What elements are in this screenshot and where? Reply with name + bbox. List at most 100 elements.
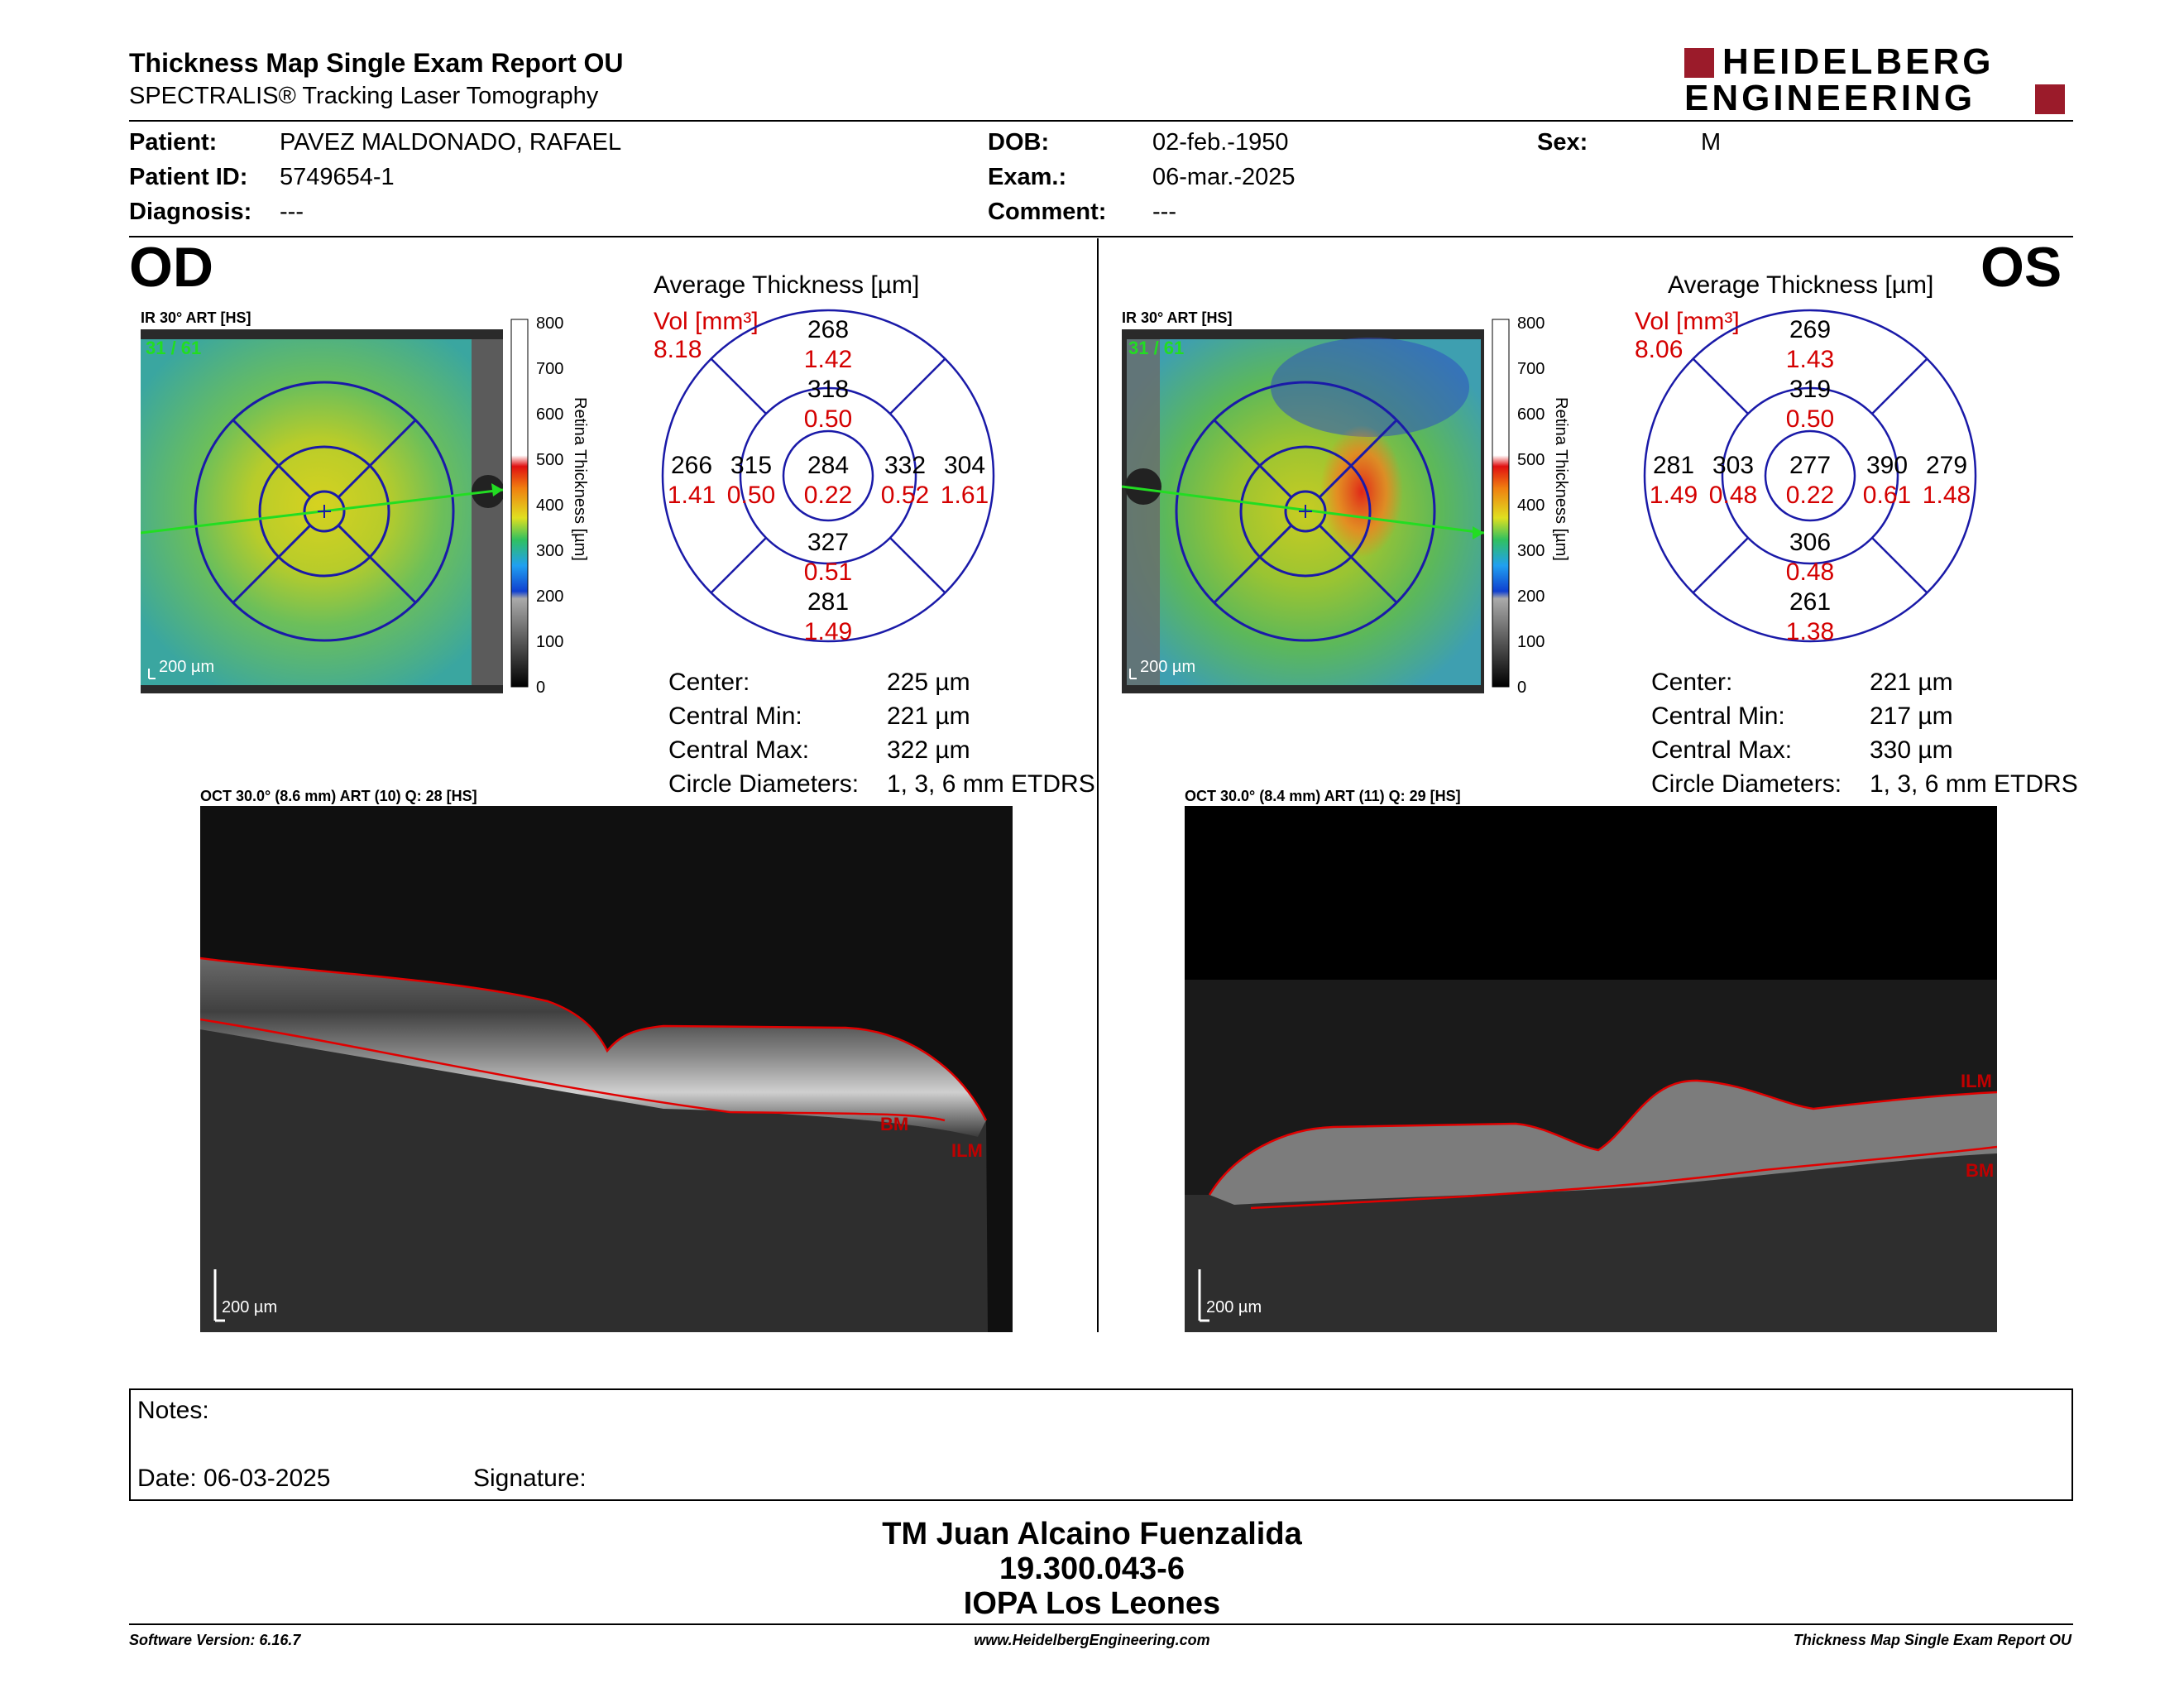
os-outer-inferior-thickness: 261 (1789, 588, 1831, 616)
os-stat-value: 221 µm (1870, 669, 1953, 696)
od-inner-nasal-thickness: 332 (884, 452, 926, 479)
os-stat-value: 330 µm (1870, 736, 1953, 764)
od-stat-label: Circle Diameters: (668, 770, 860, 798)
comment-value: --- (1152, 199, 1176, 225)
colorbar-tick: 100 (1517, 633, 1545, 651)
os-vol-label: Vol [mm³] (1635, 308, 1740, 335)
od-inner-superior-volume: 0.50 (804, 405, 852, 433)
os-inner-inferior-thickness: 306 (1789, 529, 1831, 556)
patient-id: 5749654-1 (280, 164, 395, 190)
notes-label: Notes: (137, 1397, 209, 1424)
os-frame-count: 31 / 61 (1128, 338, 1184, 358)
colorbar-tick: 700 (1517, 360, 1545, 378)
os-outer-temporal-volume: 1.49 (1650, 482, 1698, 509)
report-title: Thickness Map Single Exam Report OU (129, 48, 624, 78)
od-vol-label: Vol [mm³] (654, 308, 759, 335)
od-fundus-caption: IR 30° ART [HS] (141, 309, 251, 326)
notes-box: Notes: Date: 06-03-2025 Signature: (129, 1388, 2073, 1501)
logo-text-bottom: ENGINEERING (1684, 78, 1976, 118)
signer-clinic: IOPA Los Leones (963, 1586, 1221, 1621)
patient-id-label: Patient ID: (129, 164, 248, 190)
diagnosis-value: --- (280, 199, 304, 225)
colorbar-tick: 400 (1517, 496, 1545, 515)
od-thickness-map: 31 / 61 200 µm (140, 329, 505, 693)
center-divider (1097, 238, 1099, 1332)
os-thickness-map: 31 / 61 200 µm (1121, 329, 1485, 693)
colorbar-tick: 600 (1517, 405, 1545, 424)
od-outer-temporal-volume: 1.41 (668, 482, 716, 509)
os-eye-label: OS (1980, 236, 2062, 299)
signer-rut: 19.300.043-6 (999, 1551, 1185, 1586)
od-frame-count: 31 / 61 (146, 338, 201, 358)
footer-report-title: Thickness Map Single Exam Report OU (1793, 1632, 2071, 1648)
colorbar-tick: 100 (536, 633, 564, 651)
os-stat-label: Central Max: (1651, 736, 1793, 764)
os-total-vol: 8.06 (1635, 336, 1684, 363)
signer-name: TM Juan Alcaino Fuenzalida (882, 1517, 1302, 1551)
patient-name: PAVEZ MALDONADO, RAFAEL (280, 129, 622, 156)
os-ilm-label: ILM (1961, 1071, 1992, 1091)
os-outer-nasal-volume: 1.48 (1923, 482, 1971, 509)
colorbar-tick: 0 (1517, 679, 1527, 697)
os-avg-title: Average Thickness [µm] (1668, 271, 1934, 299)
divider (129, 120, 2073, 122)
os-inner-superior-thickness: 319 (1789, 376, 1831, 403)
od-outer-superior-thickness: 268 (807, 316, 849, 343)
od-outer-nasal-thickness: 304 (944, 452, 985, 479)
os-center-volume: 0.22 (1786, 482, 1834, 509)
colorbar-label: Retina Thickness [µm] (1552, 397, 1570, 561)
os-inner-inferior-volume: 0.48 (1786, 559, 1834, 586)
colorbar-tick: 300 (536, 542, 564, 560)
os-center-thickness: 277 (1789, 452, 1831, 479)
od-etdrs-grid: 268 1.42 318 0.50 266 1.41 315 0.50 284 … (661, 309, 995, 645)
colorbar-tick: 800 (536, 314, 564, 333)
od-stat-label: Center: (668, 669, 750, 696)
os-inner-nasal-thickness: 390 (1866, 452, 1908, 479)
od-stat-value: 1, 3, 6 mm ETDRS (887, 770, 1095, 798)
os-outer-inferior-volume: 1.38 (1786, 618, 1834, 645)
colorbar-tick: 0 (536, 679, 546, 697)
divider (129, 236, 2073, 237)
os-inner-temporal-thickness: 303 (1712, 452, 1754, 479)
colorbar-tick: 400 (536, 496, 564, 515)
od-stat-label: Central Min: (668, 703, 802, 730)
od-center-thickness: 284 (807, 452, 849, 479)
heidelberg-logo: HEIDELBERG ENGINEERING (1684, 43, 2073, 118)
od-bm-label: BM (880, 1114, 908, 1134)
od-total-vol: 8.18 (654, 336, 702, 363)
od-inner-temporal-volume: 0.50 (727, 482, 775, 509)
os-fundus-caption: IR 30° ART [HS] (1122, 309, 1233, 326)
os-stat-label: Central Min: (1651, 703, 1785, 730)
os-stat-value: 217 µm (1870, 703, 1953, 730)
os-bm-label: BM (1966, 1160, 1994, 1181)
od-outer-nasal-volume: 1.61 (941, 482, 989, 509)
od-stat-label: Central Max: (668, 736, 810, 764)
colorbar-tick: 300 (1517, 542, 1545, 560)
os-stat-value: 1, 3, 6 mm ETDRS (1870, 770, 2078, 798)
colorbar-tick: 500 (536, 451, 564, 469)
od-outer-inferior-thickness: 281 (807, 588, 849, 616)
od-inner-inferior-volume: 0.51 (804, 559, 852, 586)
od-oct-bscan: BM ILM 200 µm (199, 806, 1013, 1332)
od-colorbar: 800 700 600 500 400 300 200 100 0 Retina… (510, 314, 601, 697)
os-stat-label: Center: (1651, 669, 1733, 696)
od-oct-scale: 200 µm (222, 1298, 277, 1316)
patient-label: Patient: (129, 129, 218, 156)
sex-label: Sex: (1537, 129, 1588, 156)
colorbar-tick: 200 (536, 587, 564, 606)
os-outer-superior-thickness: 269 (1789, 316, 1831, 343)
od-outer-temporal-thickness: 266 (671, 452, 712, 479)
os-oct-caption: OCT 30.0° (8.4 mm) ART (11) Q: 29 [HS] (1185, 788, 1461, 804)
colorbar-tick: 700 (536, 360, 564, 378)
divider (129, 1623, 2073, 1625)
os-oct-bscan: ILM BM 200 µm (1185, 806, 1998, 1332)
od-outer-superior-volume: 1.42 (804, 346, 852, 373)
od-eye-label: OD (129, 236, 213, 299)
od-ilm-label: ILM (951, 1140, 983, 1161)
od-stat-value: 221 µm (887, 703, 970, 730)
os-inner-superior-volume: 0.50 (1786, 405, 1834, 433)
website-link[interactable]: www.HeidelbergEngineering.com (974, 1632, 1210, 1648)
os-outer-nasal-thickness: 279 (1926, 452, 1967, 479)
os-colorbar: 800 700 600 500 400 300 200 100 0 Retina… (1491, 314, 1582, 697)
colorbar-tick: 200 (1517, 587, 1545, 606)
